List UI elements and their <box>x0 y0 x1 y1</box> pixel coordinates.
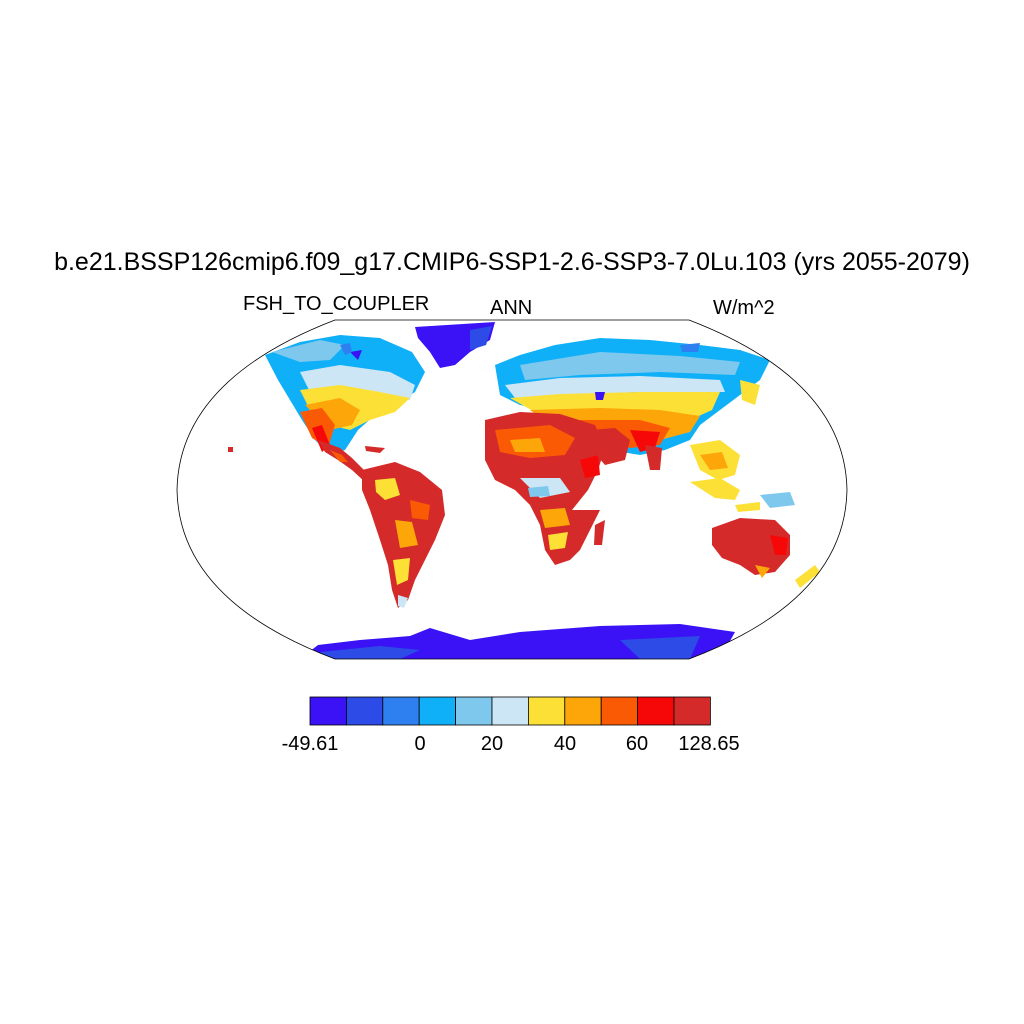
colorbar-box <box>455 696 493 726</box>
variable-label: FSH_TO_COUPLER <box>243 293 430 315</box>
colorbar-box <box>382 696 420 726</box>
colorbar-box <box>309 696 347 726</box>
plot-title: b.e21.BSSP126cmip6.f09_g17.CMIP6-SSP1-2.… <box>54 248 970 276</box>
colorbar-tick-label: 60 <box>625 733 649 755</box>
colorbar-box <box>564 696 602 726</box>
map-area <box>228 322 820 659</box>
colorbar-box <box>673 696 711 726</box>
units-label: W/m^2 <box>713 297 775 319</box>
colorbar-box <box>528 696 566 726</box>
globe-outline <box>176 319 848 660</box>
colorbar-tick-label: 128.65 <box>678 733 740 755</box>
colorbar-box <box>491 696 529 726</box>
colorbar-box <box>345 696 384 726</box>
colorbar-tick-label: 0 <box>414 733 426 755</box>
colorbar-box <box>600 696 639 726</box>
period-label: ANN <box>490 297 533 319</box>
colorbar-tick-label: 40 <box>553 733 577 755</box>
colorbar-box <box>418 696 457 726</box>
australia <box>712 518 790 575</box>
colorbar-tick-label: -49.61 <box>281 733 339 755</box>
colorbar-box <box>637 696 675 726</box>
colorbar <box>309 696 711 726</box>
colorbar-tick-label: 20 <box>480 733 504 755</box>
